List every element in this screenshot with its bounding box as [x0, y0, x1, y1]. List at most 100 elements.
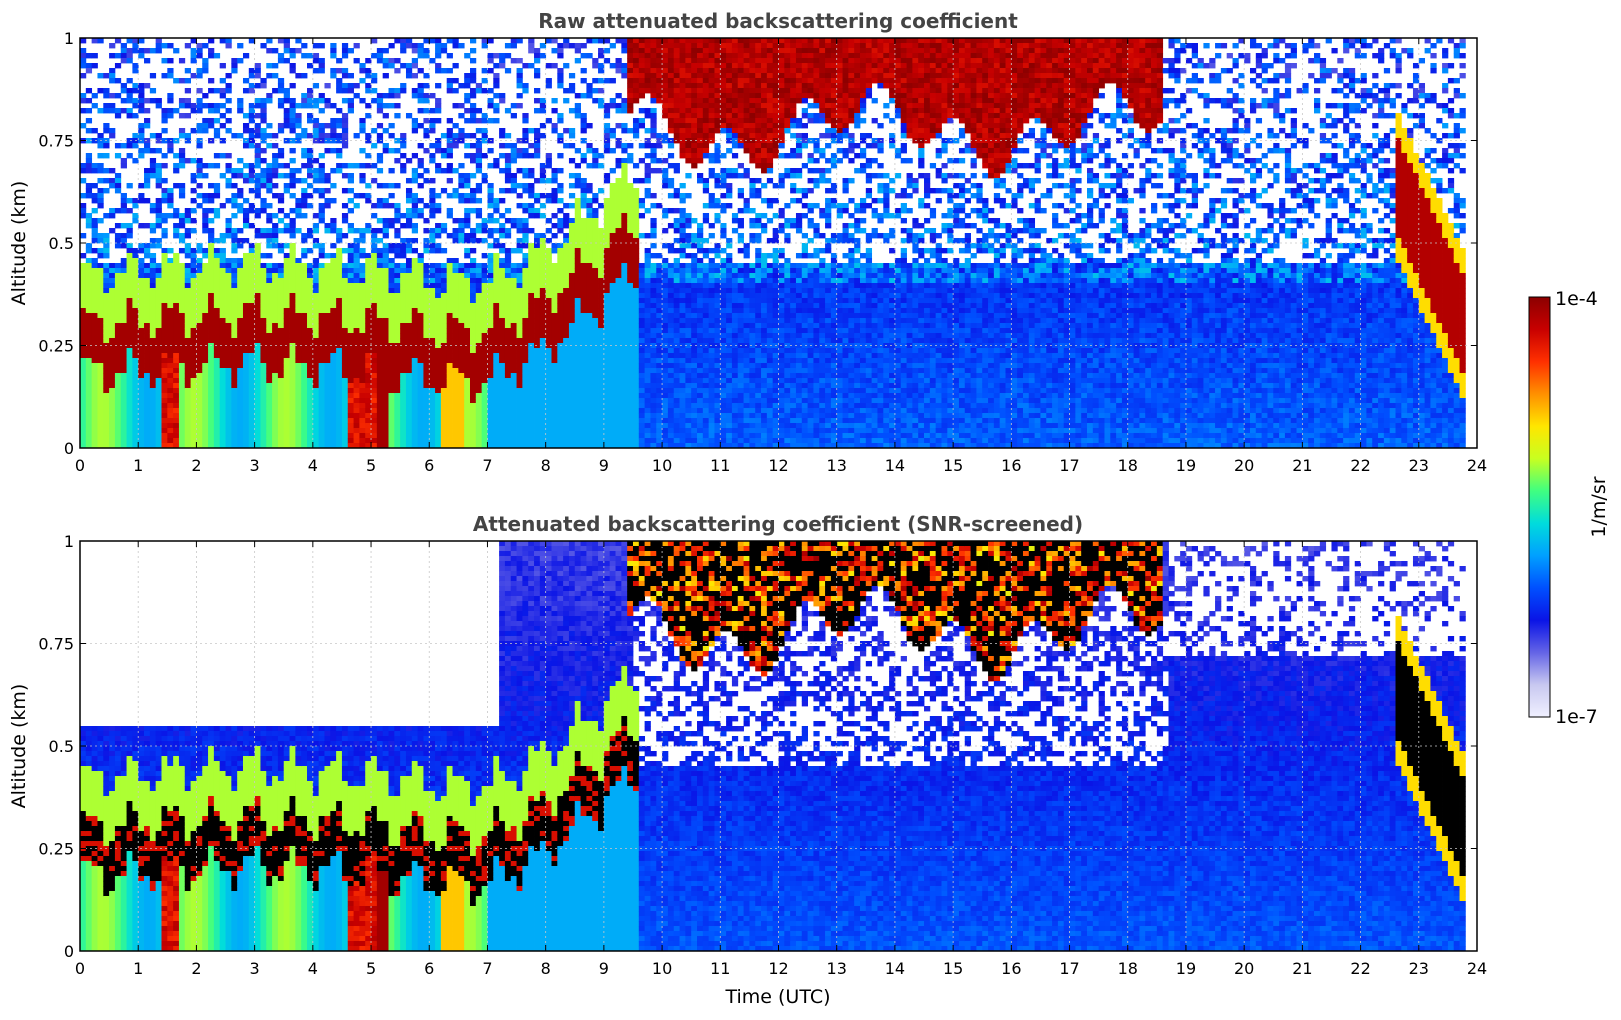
heatmap-cell [120, 293, 127, 299]
heatmap-cell [493, 83, 500, 89]
heatmap-cell [178, 418, 186, 424]
heatmap-cell [405, 373, 413, 379]
heatmap-cell [167, 398, 174, 404]
heatmap-cell [202, 218, 209, 224]
heatmap-cell [103, 278, 110, 284]
heatmap-cell [405, 113, 413, 119]
heatmap-cell [283, 338, 290, 344]
heatmap-cell [586, 38, 593, 44]
heatmap-cell [365, 278, 372, 284]
heatmap-cell [237, 168, 244, 174]
heatmap-cell [219, 298, 226, 304]
heatmap-cell [184, 378, 191, 384]
heatmap-cell [394, 273, 401, 279]
heatmap-cell [365, 298, 372, 304]
heatmap-cell [318, 168, 325, 174]
heatmap-cell [225, 398, 232, 404]
heatmap-cell [545, 418, 552, 424]
heatmap-cell [470, 418, 477, 424]
heatmap-cell [563, 428, 570, 434]
heatmap-cell [272, 298, 279, 304]
heatmap-cell [400, 313, 407, 319]
heatmap-cell [138, 393, 145, 399]
heatmap-cell [359, 78, 366, 84]
heatmap-cell [534, 358, 541, 364]
heatmap-cell [400, 88, 407, 94]
heatmap-cell [120, 308, 127, 314]
heatmap-cell [219, 123, 226, 129]
heatmap-cell [114, 343, 122, 349]
heatmap-cell [510, 338, 517, 344]
heatmap-cell [132, 48, 139, 54]
heatmap-cell [242, 363, 250, 369]
heatmap-cell [359, 238, 366, 244]
heatmap-cell [126, 38, 133, 44]
heatmap-cell [458, 288, 465, 294]
heatmap-cell [225, 428, 232, 434]
heatmap-cell [312, 328, 320, 334]
heatmap-cell [149, 358, 157, 364]
heatmap-cell [80, 328, 87, 334]
heatmap-cell [120, 143, 127, 149]
heatmap-cell [504, 293, 512, 299]
heatmap-cell [266, 228, 273, 234]
heatmap-cell [190, 393, 197, 399]
heatmap-cell [365, 68, 372, 74]
heatmap-cell [272, 363, 279, 369]
heatmap-cell [411, 438, 419, 444]
heatmap-cell [231, 353, 238, 359]
heatmap-cell [423, 148, 430, 154]
heatmap-cell [248, 378, 256, 384]
heatmap-cell [225, 358, 232, 364]
heatmap-cell [109, 183, 116, 189]
heatmap-cell [248, 313, 256, 319]
heatmap-cell [80, 348, 87, 354]
heatmap-cell [225, 418, 232, 424]
heatmap-cell [499, 133, 506, 139]
heatmap-cell [446, 233, 453, 239]
heatmap-cell [324, 378, 331, 384]
heatmap-cell [435, 398, 442, 404]
heatmap-cell [149, 363, 157, 369]
heatmap-cell [132, 438, 139, 444]
heatmap-cell [405, 278, 413, 284]
heatmap-cell [429, 293, 436, 299]
heatmap-cell [184, 98, 191, 104]
heatmap-cell [371, 328, 378, 334]
heatmap-cell [353, 273, 360, 279]
heatmap-cell [330, 428, 337, 434]
heatmap-cell [574, 378, 581, 384]
heatmap-cell [423, 238, 430, 244]
heatmap-cell [359, 118, 366, 124]
heatmap-cell [435, 413, 442, 419]
heatmap-cell [80, 308, 87, 314]
heatmap-cell [458, 293, 465, 299]
heatmap-cell [312, 358, 320, 364]
heatmap-cell [324, 278, 331, 284]
heatmap-cell [80, 73, 87, 79]
heatmap-cell [318, 273, 325, 279]
heatmap-cell [91, 443, 98, 448]
heatmap-cell [481, 368, 488, 374]
heatmap-cell [411, 428, 419, 434]
heatmap-cell [277, 293, 285, 299]
heatmap-cell [254, 258, 261, 264]
heatmap-cell [155, 323, 162, 329]
heatmap-cell [353, 193, 360, 199]
heatmap-cell [429, 323, 436, 329]
heatmap-cell [376, 263, 384, 269]
heatmap-cell [120, 368, 127, 374]
heatmap-cell [120, 223, 127, 229]
heatmap-cell [178, 233, 186, 239]
heatmap-cell [114, 208, 122, 214]
heatmap-cell [324, 308, 331, 314]
heatmap-cell [138, 438, 145, 444]
heatmap-cell [528, 398, 535, 404]
heatmap-cell [557, 388, 564, 394]
heatmap-cell [149, 313, 157, 319]
heatmap-cell [231, 263, 238, 269]
heatmap-cell [464, 323, 471, 329]
heatmap-cell [307, 368, 314, 374]
heatmap-cell [260, 173, 267, 179]
heatmap-cell [376, 333, 384, 339]
